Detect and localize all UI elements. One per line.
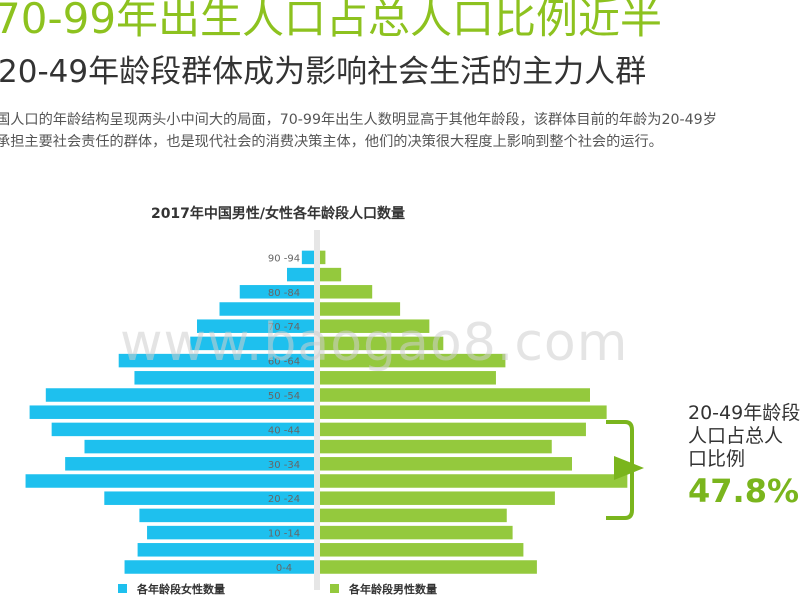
callout-line-2: 人口占总人 — [688, 425, 784, 447]
bar-female-75-79 — [219, 302, 314, 316]
tick-labels-group: 0-4 10 -14 20 -24 30 -34 40 -44 50 -54 60 -64 7… — [268, 253, 300, 574]
legend-male-swatch — [330, 584, 339, 593]
tick-label-30-34: 30 -34 — [268, 460, 300, 471]
tick-label-50-54: 50 -54 — [268, 391, 300, 402]
bar-male-30-34 — [320, 457, 572, 471]
tick-label-60-64: 60 -64 — [268, 357, 300, 368]
bar-male-50-54 — [320, 388, 590, 402]
bar-male-40-44 — [320, 422, 586, 437]
callout-line-3: 口比例 — [688, 448, 746, 470]
bar-male-0-4 — [320, 560, 537, 574]
bar-male-90-94 — [320, 250, 326, 265]
bars-group — [25, 250, 628, 574]
description-line-2: 承担主要社会责任的群体，也是现代社会的消费决策主体，他们的决策很大程度上影响到整… — [0, 134, 663, 150]
legend-female-label: 各年龄段女性数量 — [136, 582, 225, 596]
bar-female-25-29 — [25, 474, 315, 488]
bar-male-60-64 — [320, 353, 506, 368]
tick-label-10-14: 10 -14 — [268, 529, 300, 540]
bar-male-55-59 — [320, 371, 496, 385]
chart-title: 2017年中国男性/女性各年龄段人口数量 — [151, 205, 405, 222]
bar-female-85-89 — [287, 267, 314, 282]
bar-female-60-64 — [118, 353, 314, 368]
bar-female-55-59 — [134, 371, 314, 385]
bar-female-40-44 — [51, 422, 315, 437]
tick-label-40-44: 40 -44 — [268, 425, 300, 436]
legend-female-swatch — [118, 584, 127, 593]
bar-male-80-84 — [320, 285, 373, 299]
bar-female-15-19 — [139, 508, 314, 523]
callout-arrow-icon — [614, 456, 644, 480]
bar-female-50-54 — [45, 388, 315, 402]
tick-label-90-94: 90 -94 — [268, 253, 300, 264]
bar-male-85-89 — [320, 267, 342, 282]
bar-female-5-9 — [137, 543, 314, 557]
description-line-1: 国人口的年龄结构呈现两头小中间大的局面，70-99年出生人数明显高于其他年龄段，… — [0, 112, 717, 128]
bar-male-70-74 — [320, 319, 430, 333]
page-title: 70-99年出生人口占总人口比例近半 — [0, 0, 663, 43]
bar-male-35-39 — [320, 439, 552, 454]
bar-male-25-29 — [320, 474, 628, 488]
bar-female-70-74 — [197, 319, 314, 333]
legend-male-label: 各年龄段男性数量 — [348, 582, 437, 596]
bar-male-75-79 — [320, 302, 401, 316]
callout-text: 20-49年龄段 人口占总人 口比例 — [688, 402, 800, 471]
page-subtitle: 20-49年龄段群体成为影响社会生活的主力人群 — [0, 54, 647, 90]
bar-female-20-24 — [104, 491, 314, 505]
bar-male-15-19 — [320, 508, 507, 523]
bar-male-20-24 — [320, 491, 555, 505]
bar-female-35-39 — [84, 439, 314, 454]
tick-label-20-24: 20 -24 — [268, 494, 300, 505]
center-axis — [314, 230, 320, 590]
bar-female-45-49 — [29, 405, 314, 419]
bar-female-10-14 — [147, 525, 314, 540]
population-pyramid-chart: 2017年中国男性/女性各年龄段人口数量 0-4 10 -14 20 -24 30 -… — [25, 205, 644, 596]
callout-percentage: 47.8% — [688, 472, 800, 510]
tick-label-0-4: 0-4 — [276, 563, 292, 574]
bar-female-65-69 — [190, 336, 314, 351]
callout-line-1: 20-49年龄段 — [688, 402, 800, 424]
watermark: www.baogao8.com — [120, 313, 629, 373]
tick-label-70-74: 70 -74 — [268, 322, 300, 333]
bar-female-80-84 — [239, 285, 314, 299]
tick-label-80-84: 80 -84 — [268, 288, 300, 299]
bar-male-10-14 — [320, 525, 513, 540]
bar-male-5-9 — [320, 543, 524, 557]
bar-female-90-94 — [301, 250, 314, 265]
bar-male-65-69 — [320, 336, 444, 351]
bar-female-30-34 — [65, 457, 315, 471]
bar-female-0-4 — [124, 560, 314, 574]
bar-male-45-49 — [320, 405, 607, 419]
